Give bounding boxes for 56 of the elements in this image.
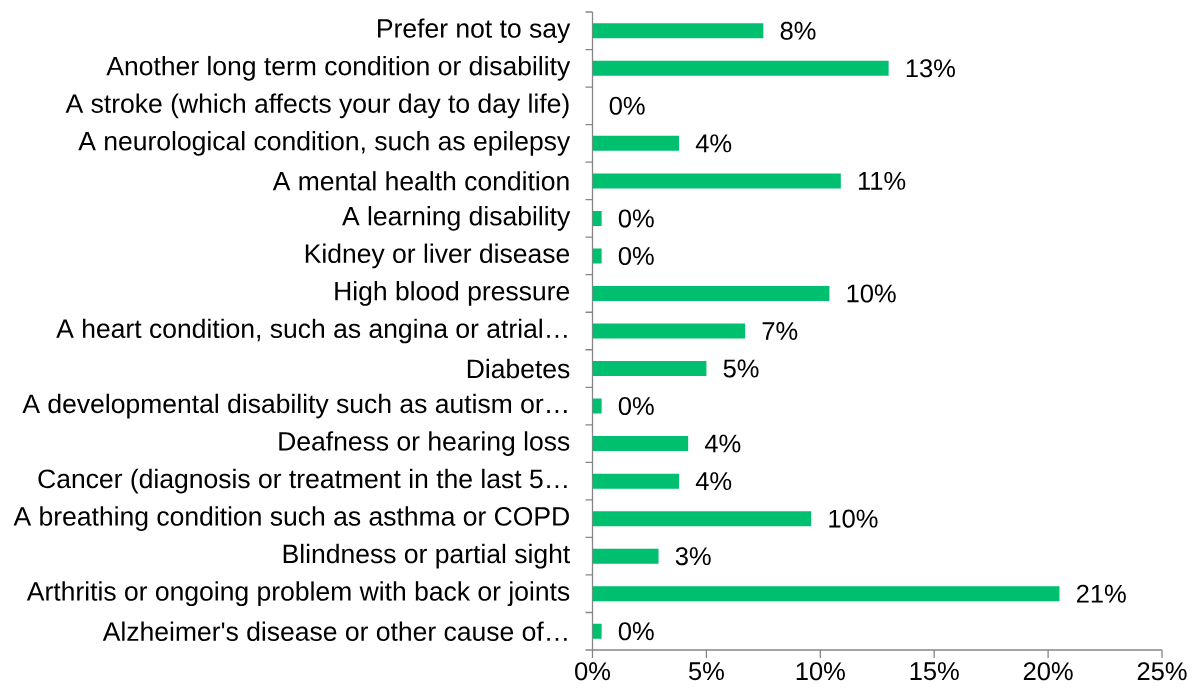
bar xyxy=(592,323,746,339)
data-label: 7% xyxy=(762,322,798,340)
data-label: 8% xyxy=(780,21,816,40)
y-tick-label: Diabetes xyxy=(467,358,570,379)
y-tick-label: Arthritis or ongoing problem with back or joints xyxy=(26,581,570,607)
bar xyxy=(592,60,889,76)
x-tick-label: 20% xyxy=(1023,662,1073,681)
data-label: 10% xyxy=(829,509,878,528)
data-label: 4% xyxy=(695,134,732,153)
y-tick-label: A developmental disability such as autism or… xyxy=(22,393,567,419)
y-tick-label: A stroke (which affects your day to day life) xyxy=(65,93,569,119)
y-tick-label: A breathing condition such as asthma or COPD xyxy=(13,506,569,532)
data-label: 10% xyxy=(847,284,896,303)
bar xyxy=(592,135,680,151)
data-label: 4% xyxy=(695,472,732,491)
bar xyxy=(592,210,602,226)
y-tick-label: High blood pressure xyxy=(335,281,570,306)
bar xyxy=(592,436,689,452)
bar xyxy=(592,398,602,414)
y-tick-label: Another long term condition or disability xyxy=(106,55,571,81)
data-label: 4% xyxy=(704,434,741,453)
bar xyxy=(592,173,841,189)
bar xyxy=(592,23,764,39)
bar xyxy=(592,285,830,301)
bar xyxy=(592,511,812,527)
data-label: 21% xyxy=(1076,584,1126,603)
data-label: 0% xyxy=(609,96,645,115)
y-tick-label: A mental health condition xyxy=(272,171,569,191)
y-tick-label: Kidney or liver disease xyxy=(305,243,570,269)
y-tick-label: A learning disability xyxy=(342,206,571,231)
bar xyxy=(592,361,707,377)
bar xyxy=(592,473,680,489)
y-tick-label: A heart condition, such as angina or atrial… xyxy=(56,318,567,344)
y-tick-label: Alzheimer's disease or other cause of… xyxy=(102,621,567,641)
data-label: 3% xyxy=(675,547,711,566)
data-label: 0% xyxy=(618,397,654,416)
x-tick-label: 0% xyxy=(575,662,611,681)
data-label: 0% xyxy=(618,622,654,641)
data-label: 11% xyxy=(858,171,906,190)
y-tick-label: Blindness or partial sight xyxy=(283,543,571,569)
data-label: 5% xyxy=(723,359,759,378)
data-label: 0% xyxy=(618,246,654,265)
data-label: 13% xyxy=(906,59,955,78)
bar xyxy=(592,248,602,264)
x-tick-label: 10% xyxy=(796,662,845,681)
x-tick-label: 15% xyxy=(910,662,959,681)
x-tick-label: 5% xyxy=(688,662,724,681)
y-tick-label: Deafness or hearing loss xyxy=(279,431,570,456)
x-tick-label: 25% xyxy=(1137,662,1187,681)
bar xyxy=(592,586,1060,602)
data-label: 0% xyxy=(618,209,654,228)
y-tick-label: A neurological condition, such as epilepsy xyxy=(78,131,571,156)
y-tick-label: Cancer (diagnosis or treatment in the last 5… xyxy=(38,468,567,494)
bar xyxy=(592,548,659,564)
bar xyxy=(592,623,602,639)
y-tick-label: Prefer not to say xyxy=(378,18,571,44)
